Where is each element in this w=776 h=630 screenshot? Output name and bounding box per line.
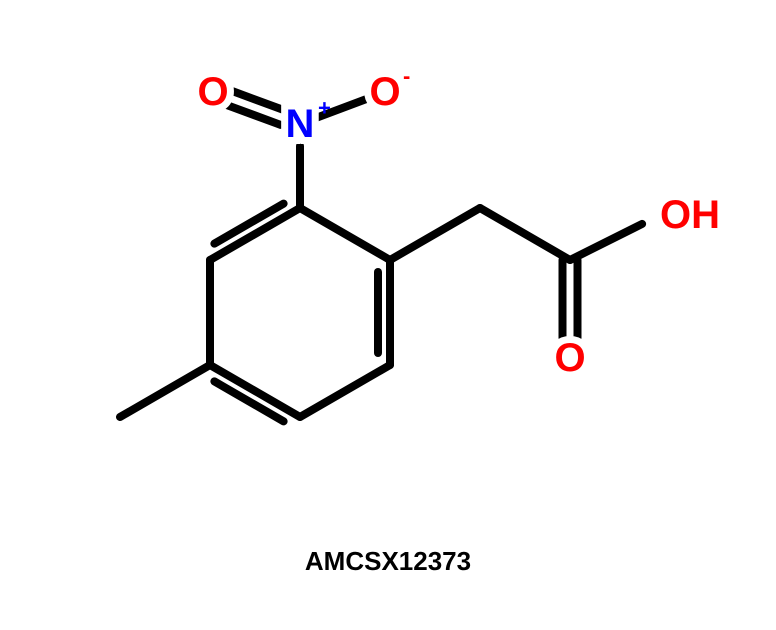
atom-o2-label: O [197,70,228,114]
bond-c8-o4 [570,224,642,260]
atom-n-charge: + [318,96,331,121]
bond-n-o2 [227,91,285,125]
atom-o3-label: O [554,336,585,380]
atom-n-label: N [286,102,315,146]
bond-c8-o3 [563,260,578,338]
bond-c2-c3 [300,365,390,417]
molecule-diagram: NN+OO-OOOOOHOH AMCSX12373 [0,0,776,630]
bond-c5-c6 [210,204,300,260]
atom-o1-charge: - [403,64,410,89]
atom-o1-label: O [369,70,400,114]
bond-c4-ch3 [120,365,210,417]
bond-c7-c8 [480,208,570,260]
compound-id-label: AMCSX12373 [305,546,471,576]
bond-c1-c2 [378,260,390,365]
bond-c1-c7 [390,208,480,260]
bond-c3-c4 [210,365,300,421]
bond-c6-c1 [300,208,390,260]
atom-o4-label: OH [660,193,720,237]
